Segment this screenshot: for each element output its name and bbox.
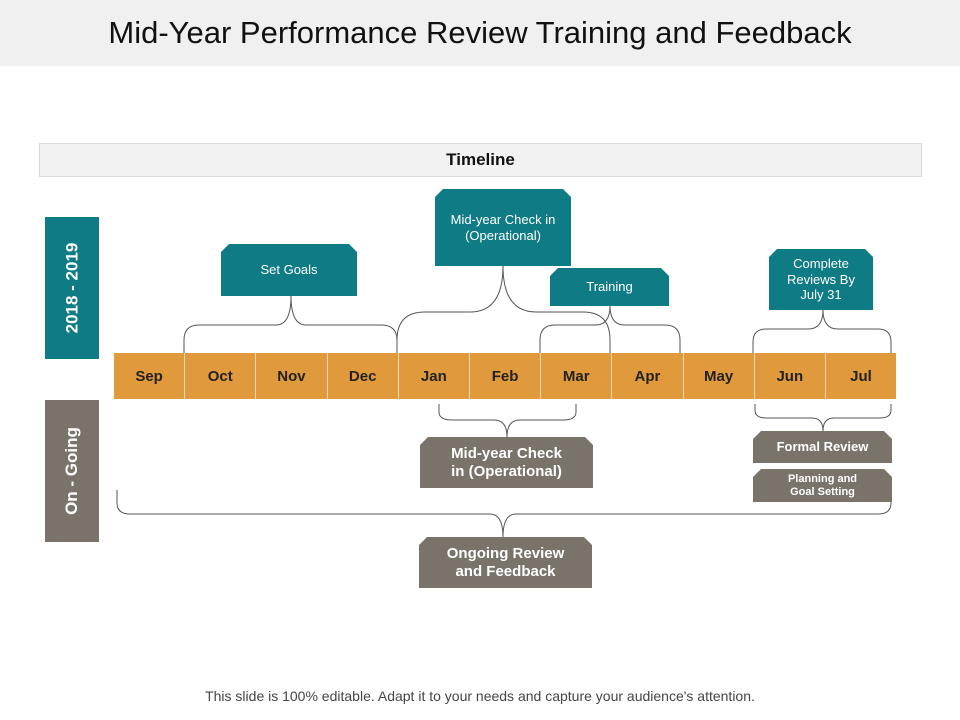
month-cell: Jan (398, 353, 470, 399)
title-bar: Mid-Year Performance Review Training and… (0, 0, 960, 66)
month-cell: Jul (825, 353, 897, 399)
bracket-training (539, 305, 681, 353)
period-label: 2018 - 2019 (45, 217, 99, 359)
month-cell: Feb (469, 353, 542, 399)
bracket-set-goals (183, 295, 398, 353)
month-bar: Sep Oct Nov Dec Jan Feb Mar Apr May Jun … (114, 353, 897, 399)
bracket-midyear-top (396, 265, 611, 353)
bracket-formal-review (754, 404, 892, 432)
month-cell: Sep (114, 353, 186, 399)
tag-training: Training (550, 268, 669, 306)
tag-set-goals: Set Goals (221, 244, 357, 296)
month-cell: Jun (754, 353, 826, 399)
ongoing-label: On - Going (45, 400, 99, 542)
month-cell: Oct (185, 353, 257, 399)
month-cell: May (683, 353, 755, 399)
tag-formal-review: Formal Review (753, 431, 892, 463)
tag-complete-reviews: Complete Reviews By July 31 (769, 249, 873, 310)
page-title: Mid-Year Performance Review Training and… (108, 15, 852, 50)
month-cell: Mar (541, 353, 613, 399)
bracket-midyear-bottom (438, 404, 577, 438)
tag-midyear-check-top: Mid-year Check in (Operational) (435, 189, 571, 266)
month-cell: Nov (256, 353, 328, 399)
footer-note: This slide is 100% editable. Adapt it to… (205, 688, 755, 704)
tag-midyear-check-bottom: Mid-year Check in (Operational) (420, 437, 593, 488)
bracket-complete-reviews (752, 309, 892, 353)
month-cell: Dec (327, 353, 399, 399)
tag-planning-goal-setting: Planning and Goal Setting (753, 469, 892, 502)
timeline-header: Timeline (39, 143, 922, 177)
month-cell: Apr (612, 353, 684, 399)
tag-ongoing-review: Ongoing Review and Feedback (419, 537, 592, 588)
